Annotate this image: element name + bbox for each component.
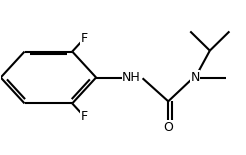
Text: O: O (163, 121, 173, 134)
Text: F: F (80, 110, 87, 123)
Text: NH: NH (122, 71, 141, 84)
Text: F: F (80, 32, 87, 45)
Text: N: N (190, 71, 200, 84)
